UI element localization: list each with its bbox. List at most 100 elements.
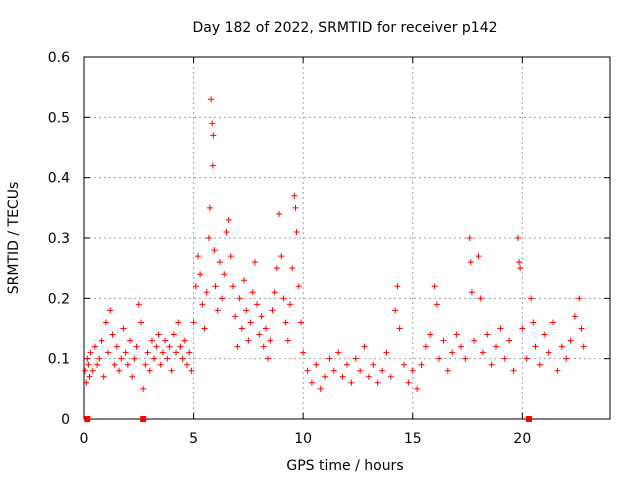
data-point [514, 235, 521, 241]
data-point [219, 295, 226, 302]
data-point [282, 319, 289, 326]
data-point [120, 325, 127, 332]
data-point [82, 367, 89, 374]
gap-marker [525, 416, 532, 422]
data-point [444, 367, 451, 374]
data-point [194, 253, 201, 260]
data-point [394, 283, 401, 290]
data-point [260, 343, 267, 350]
data-point [102, 319, 109, 326]
data-point [506, 337, 513, 344]
data-point [493, 343, 500, 350]
data-point [175, 319, 182, 326]
data-point [225, 216, 232, 223]
y-tick-label: 0.2 [48, 291, 70, 307]
data-point [186, 349, 193, 356]
data-point [501, 355, 508, 362]
data-point [414, 385, 421, 392]
gap-markers [84, 416, 532, 422]
data-point [291, 192, 298, 199]
data-point [254, 301, 261, 308]
data-point [405, 379, 412, 386]
data-point [153, 343, 160, 350]
data-point [280, 295, 287, 302]
data-point [536, 361, 543, 368]
y-axis-label: SRMTID / TECUs [6, 182, 22, 295]
data-point [462, 355, 469, 362]
data-point [440, 337, 447, 344]
data-point [94, 361, 101, 368]
data-point [292, 204, 299, 211]
data-point [111, 361, 118, 368]
data-point [471, 337, 478, 344]
data-point [484, 331, 491, 338]
data-point [118, 355, 125, 362]
data-point [190, 319, 197, 326]
data-point [339, 373, 346, 380]
data-point [107, 307, 114, 314]
data-point [238, 325, 245, 332]
data-point [271, 289, 278, 296]
data-point [284, 337, 291, 344]
data-point [449, 349, 456, 356]
data-point [510, 367, 517, 374]
data-point [550, 319, 557, 326]
data-point [287, 301, 294, 308]
data-point [267, 337, 274, 344]
data-point [433, 301, 440, 308]
gap-marker [140, 416, 147, 422]
data-point [157, 361, 164, 368]
data-point [100, 373, 107, 380]
data-point [109, 331, 116, 338]
data-point [422, 343, 429, 350]
data-point [344, 361, 350, 368]
data-point [479, 349, 486, 356]
data-point [179, 355, 186, 362]
data-point [258, 313, 265, 320]
data-point [208, 96, 215, 103]
data-point [278, 253, 285, 260]
data-point [365, 373, 372, 380]
data-point [308, 379, 315, 386]
data-point [466, 235, 473, 241]
data-point [164, 355, 171, 362]
data-point [249, 289, 256, 296]
data-point [209, 120, 216, 127]
data-point [528, 295, 535, 302]
axis-ticks: 0 5 10 15 20 0 0.1 0.2 0.3 0.4 0.5 0.6 [48, 50, 610, 447]
data-point [197, 271, 204, 278]
data-point [545, 349, 552, 356]
data-point [131, 355, 138, 362]
data-point [173, 349, 180, 356]
data-point [289, 265, 296, 272]
data-point [184, 361, 191, 368]
data-point [374, 379, 381, 386]
data-point [129, 373, 136, 380]
data-point [578, 325, 585, 332]
data-point [137, 319, 144, 326]
y-tick-label: 0.6 [48, 50, 70, 66]
data-point [313, 361, 320, 368]
data-point [116, 367, 123, 374]
data-point [168, 367, 175, 374]
data-points [82, 96, 587, 392]
data-point [83, 379, 90, 386]
x-tick-label: 5 [189, 431, 198, 447]
data-point [245, 337, 252, 344]
x-tick-label: 15 [404, 431, 422, 447]
data-point [251, 259, 258, 266]
data-point [558, 343, 565, 350]
data-point [348, 379, 355, 386]
data-point [262, 325, 269, 332]
data-point [265, 355, 272, 362]
data-point [214, 307, 221, 314]
data-point [431, 283, 438, 290]
data-point [91, 343, 98, 350]
data-point [230, 283, 237, 290]
data-point [273, 265, 280, 272]
data-point [140, 385, 147, 392]
data-point [201, 325, 208, 332]
x-tick-label: 10 [294, 431, 312, 447]
data-point [98, 337, 105, 344]
data-point [232, 313, 239, 320]
